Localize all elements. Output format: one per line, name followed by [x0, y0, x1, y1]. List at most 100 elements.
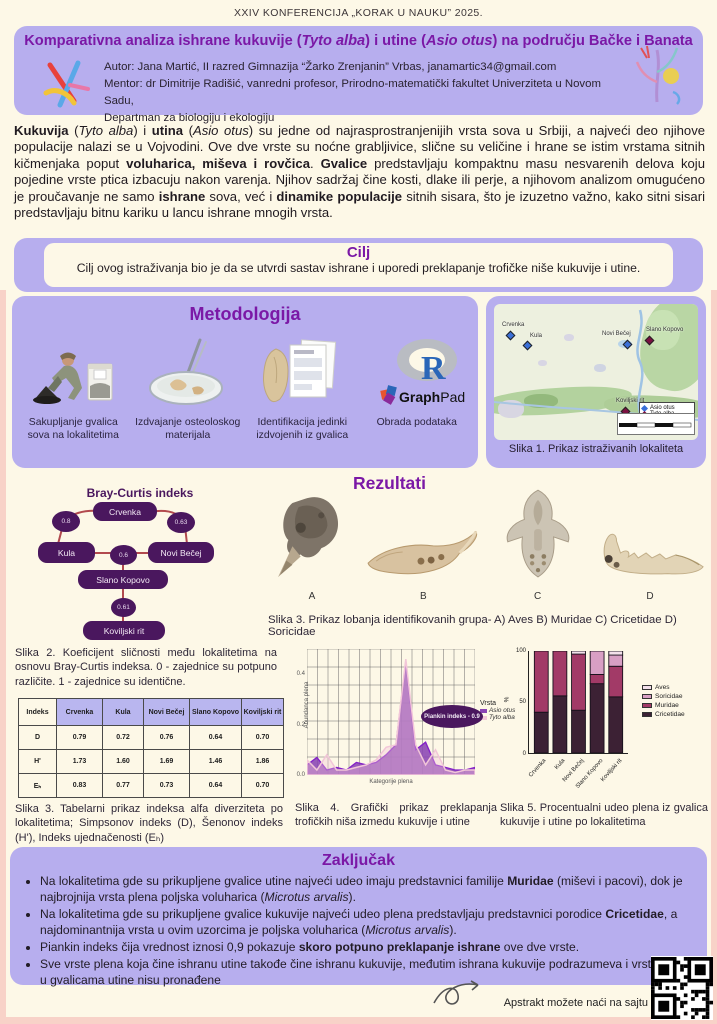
alpha-table-caption: Slika 3. Tabelarni prikaz indeksa alfa d… [15, 803, 283, 844]
aves-skull-icon [278, 497, 339, 578]
table-cell: 0.73 [143, 773, 190, 798]
overlap-legend-title: Vrsta [480, 700, 497, 707]
table-cell: 0.72 [102, 725, 144, 750]
stacked-legend-item: Cricetidae [642, 711, 685, 718]
stacked-chart: % 0 50 100 Crvenka Kula Novi Bečej Slano Kopo… [498, 644, 717, 800]
overlap-xlabel: Kategorije plena [369, 779, 413, 785]
conclusion-title: Zaključak [322, 852, 395, 869]
table-cell: 0.64 [189, 773, 242, 798]
map-point-label: Novi Bečej [602, 331, 631, 337]
skull-label: A [308, 591, 316, 602]
skull-label: D [646, 591, 654, 602]
methodology-title: Metodologija [189, 304, 301, 324]
conclusion-bullet: Na lokalitetima gde su prikupljene gvali… [40, 906, 691, 938]
bray-curtis-title: Bray-Curtis indeks [86, 486, 194, 500]
skull-figures: A B C D [268, 489, 717, 602]
table-cell: 0.76 [143, 725, 190, 750]
author-line: Autor: Jana Martić, II razred Gimnazija … [104, 61, 557, 73]
table-cell: 0.79 [56, 725, 103, 750]
stacked-plot-svg [528, 651, 628, 754]
stacked-xlabel: Crvenka [528, 758, 548, 779]
stacked-legend-item: Aves [642, 684, 685, 691]
skull-muridae: B [362, 522, 484, 602]
bray-node-kula: Kula [38, 542, 95, 563]
overlap-ytick: 0.4 [296, 671, 305, 678]
cilj-title: Cilj [346, 244, 371, 261]
table-header: Crvenka [56, 698, 103, 726]
overlap-chart: Abundanca plena 0.0 0.2 0.4 Kategorije ple… [293, 644, 515, 800]
table-header: Kula [102, 698, 144, 726]
skull-label: C [534, 591, 542, 602]
asio-series-swatch-icon [480, 708, 487, 713]
r-graphpad-icon: R GraphPad [361, 334, 473, 416]
table-cell: 0.77 [102, 773, 144, 798]
svg-text:R: R [421, 350, 446, 387]
science-doodle-icon [635, 45, 681, 105]
abstract-note: Apstrakt možete naći na sajtu [503, 997, 648, 1009]
muridae-mandible-icon [367, 530, 478, 575]
table-header: Koviljski rit [241, 698, 284, 726]
table-row: H' 1.73 1.60 1.69 1.46 1.86 [18, 749, 284, 774]
table-header-row: Indeks Crvenka Kula Novi Bečej Slano Kop… [18, 698, 284, 726]
stacked-xlabel: Kula [554, 758, 567, 771]
map-point-label: Slano Kopovo [646, 327, 684, 333]
bray-edge-value: 0.61 [111, 598, 136, 617]
cilj-text: Cilj ovog istraživanja bio je da se utvr… [76, 261, 641, 275]
map-scale-bar [617, 413, 695, 435]
study-sites-map: Crvenka Kula Novi Bečej Slano Kopovo Kov… [494, 304, 698, 440]
conclusion-bullet: Piankin indeks čija vrednost iznosi 0,9 … [40, 939, 691, 955]
method-step-label: Obrada podataka [376, 417, 457, 428]
map-caption: Slika 1. Prikaz istraživanih lokaliteta [508, 443, 684, 455]
method-step-label: Izdvajanje osteoloskog materijala [135, 417, 241, 442]
row-label: Eₕ [18, 773, 57, 798]
table-row: D 0.79 0.72 0.76 0.64 0.70 [18, 725, 284, 750]
table-cell: 0.64 [189, 725, 242, 750]
title-card: Komparativna analiza ishrane kukuvije (T… [14, 26, 703, 124]
title-part: ) i utine ( [365, 33, 426, 49]
bray-node-koviljski-rit: Koviljski rit [83, 621, 165, 640]
conclusion-bullet: Na lokalitetima gde su prikupljene gvali… [40, 873, 691, 905]
table-cell: 1.69 [143, 749, 190, 774]
muridae-swatch-icon [642, 703, 652, 708]
stacked-legend-item: Muridae [642, 702, 685, 709]
stacked-ytick: 0 [522, 750, 526, 757]
map-point-label: Koviljski rit [616, 398, 645, 404]
alpha-diversity-table: Indeks Crvenka Kula Novi Bečej Slano Kop… [18, 698, 284, 798]
skull-aves: A [276, 492, 348, 602]
map-point-label: Kula [530, 333, 543, 339]
aves-swatch-icon [642, 685, 652, 690]
conclusion-bullet: Sve vrste plena koja čine ishranu utine … [40, 956, 691, 988]
legend-label: Tyto alba [489, 714, 515, 721]
overlap-legend: Vrsta Asio otus Tyto alba [480, 700, 520, 721]
cilj-inner: Cilj Cilj ovog istraživanja bio je da se… [44, 243, 673, 287]
frame-right [711, 290, 717, 1024]
overlap-chart-caption: Slika 4. Grafički prikaz preklapanja tro… [295, 802, 497, 829]
methodology-card: Metodologija Sakupljanje gvalica sova na… [12, 296, 478, 468]
colorful-asterisk-icon [43, 60, 90, 108]
method-step-analysis: R GraphPad Obrada podataka [361, 334, 473, 464]
overlap-legend-asio: Asio otus [480, 707, 520, 714]
table-header: Novi Bečej [143, 698, 190, 726]
overlap-legend-tyto: Tyto alba [480, 714, 520, 721]
method-step-extraction: Izdvajanje osteoloskog materijala [132, 334, 244, 464]
stacked-ylabel: % [503, 696, 511, 703]
row-label: D [18, 725, 57, 750]
stacked-legend: Aves Soricidae Muridae Cricetidae [642, 684, 685, 720]
skull-label: B [419, 591, 427, 602]
map-legend-asio: Asio otus [640, 404, 692, 412]
frame-left [0, 290, 6, 1024]
skulls-caption: Slika 3. Prikaz lobanja identifikovanih … [268, 614, 677, 638]
table-header: Indeks [18, 698, 57, 726]
row-label: H' [18, 749, 57, 774]
species-tyto-alba: Tyto alba [301, 33, 366, 49]
method-step-identification: Identifikacija jedinki izdvojenih iz gva… [246, 334, 358, 464]
method-step-collection: Sakupljanje gvalica sova na lokalitetima [17, 334, 129, 464]
cricetidae-swatch-icon [642, 712, 652, 717]
table-cell: 1.86 [241, 749, 284, 774]
species-asio-otus: Asio otus [425, 33, 493, 49]
pellet-collection-icon [17, 334, 129, 416]
intro-paragraph: Kukuvija (Tyto alba) i utina (Asio otus)… [14, 123, 706, 221]
method-step-label: Identifikacija jedinki izdvojenih iz gva… [256, 417, 349, 442]
map-card: Crvenka Kula Novi Bečej Slano Kopovo Kov… [486, 296, 706, 468]
conference-header: XXIV KONFERENCIJA „KORAK U NAUKU” 2025. [234, 7, 483, 19]
